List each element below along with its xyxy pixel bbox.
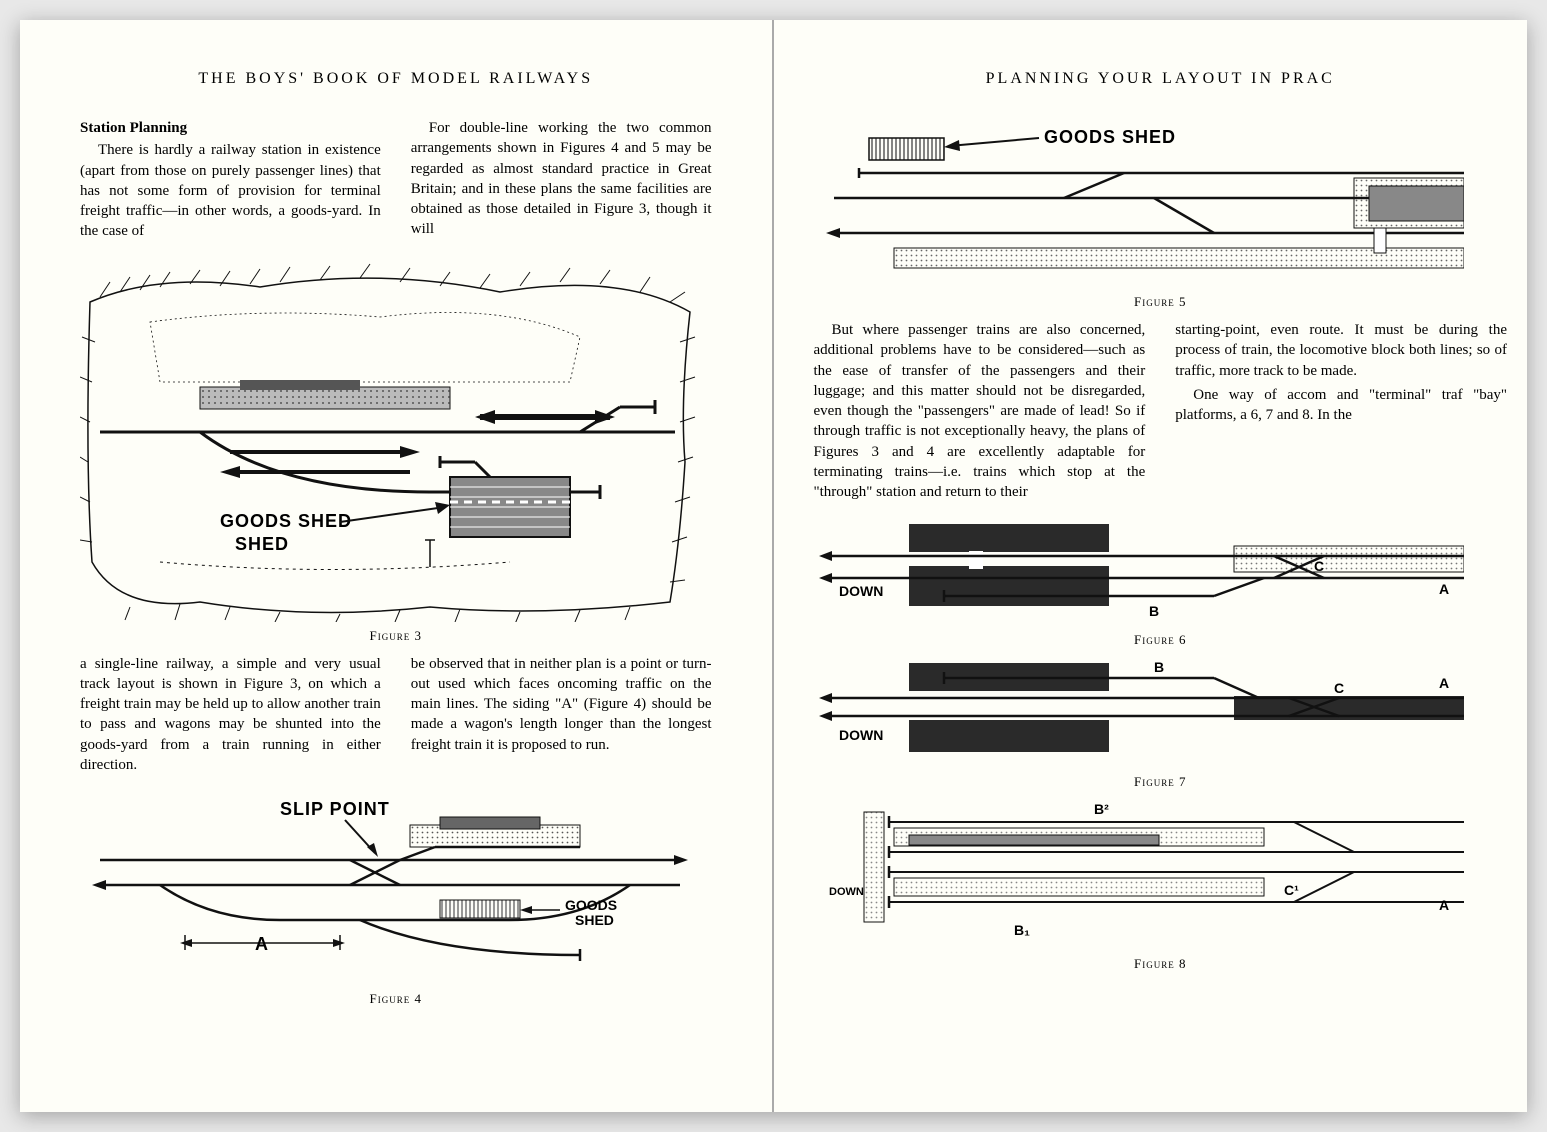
section-head: Station Planning — [80, 118, 381, 138]
text-columns-right: But where passenger trains are also conc… — [814, 320, 1508, 502]
goods-shed-label: GOODS SHED — [220, 511, 352, 531]
figure-4-svg: SLIP POINT — [80, 795, 700, 985]
page-left: THE BOYS' BOOK OF MODEL RAILWAYS Station… — [20, 20, 774, 1112]
figure-5-svg: GOODS SHED — [814, 118, 1464, 288]
figure-3: GOODS SHED SHED Figure 3 — [80, 262, 712, 644]
a-label-7: A — [1439, 675, 1449, 691]
para-r1-text: But where passenger trains are also conc… — [814, 320, 1146, 502]
para-r2: starting-point, even route. It must be d… — [1175, 320, 1507, 381]
down-label-6: DOWN — [839, 583, 883, 599]
c-label-6: C — [1314, 558, 1324, 574]
col-right-1: For double-line working the two common a… — [411, 118, 712, 242]
svg-text:SHED: SHED — [235, 534, 289, 554]
col-left-1: Station Planning There is hardly a railw… — [80, 118, 381, 242]
b1-label: B₁ — [1014, 922, 1030, 938]
figure-6: DOWN B C A Figure 6 — [814, 516, 1508, 648]
figure-7-caption: Figure 7 — [814, 774, 1508, 790]
svg-text:DOWN: DOWN — [829, 886, 864, 898]
figure-5-caption: Figure 5 — [814, 294, 1508, 310]
svg-text:GOODS: GOODS — [565, 897, 617, 913]
figure-5: GOODS SHED Figure 5 — [814, 118, 1508, 310]
b2-label: B² — [1094, 801, 1109, 817]
figure-7-svg: DOWN B C A — [814, 658, 1464, 768]
running-head-left: THE BOYS' BOOK OF MODEL RAILWAYS — [80, 70, 712, 88]
figure-8: B² B₁ C¹ A DOWN Figure 8 — [814, 800, 1508, 972]
a-label: A — [255, 934, 269, 954]
figure-4-caption: Figure 4 — [80, 991, 712, 1007]
down-label-7: DOWN — [839, 727, 883, 743]
figure-8-caption: Figure 8 — [814, 956, 1508, 972]
b-label-7: B — [1154, 659, 1164, 675]
book-spread: THE BOYS' BOOK OF MODEL RAILWAYS Station… — [20, 20, 1527, 1112]
figure-3-caption: Figure 3 — [80, 628, 712, 644]
b-label-6: B — [1149, 603, 1159, 619]
para-1: There is hardly a railway station in exi… — [80, 140, 381, 241]
para-2: For double-line working the two common a… — [411, 118, 712, 240]
figure-8-svg: B² B₁ C¹ A DOWN — [814, 800, 1464, 950]
goods-shed-label-r: GOODS SHED — [1044, 127, 1176, 147]
page-right: PLANNING YOUR LAYOUT IN PRAC GOODS SHED — [774, 20, 1528, 1112]
text-columns-mid: a single-line railway, a simple and very… — [80, 654, 712, 776]
c1-label: C¹ — [1284, 882, 1299, 898]
c-label-7: C — [1334, 680, 1344, 696]
para-4: be observed that in neither plan is a po… — [411, 654, 712, 776]
figure-6-svg: DOWN B C A — [814, 516, 1464, 626]
running-head-right: PLANNING YOUR LAYOUT IN PRAC — [814, 70, 1508, 88]
para-r3: One way of accom and "terminal" traf "ba… — [1175, 385, 1507, 426]
figure-7: DOWN B C A Figure 7 — [814, 658, 1508, 790]
para-3: a single-line railway, a simple and very… — [80, 654, 381, 776]
para-r1: But where passenger trains are also conc… — [814, 320, 1146, 502]
slip-point-label: SLIP POINT — [280, 799, 390, 819]
figure-4: SLIP POINT — [80, 795, 712, 1007]
a-label-6: A — [1439, 581, 1449, 597]
figure-3-svg: GOODS SHED SHED — [80, 262, 700, 622]
a-label-8: A — [1439, 897, 1449, 913]
svg-text:SHED: SHED — [575, 912, 614, 928]
text-columns-top: Station Planning There is hardly a railw… — [80, 118, 712, 242]
para-r2-col: starting-point, even route. It must be d… — [1175, 320, 1507, 502]
figure-6-caption: Figure 6 — [814, 632, 1508, 648]
